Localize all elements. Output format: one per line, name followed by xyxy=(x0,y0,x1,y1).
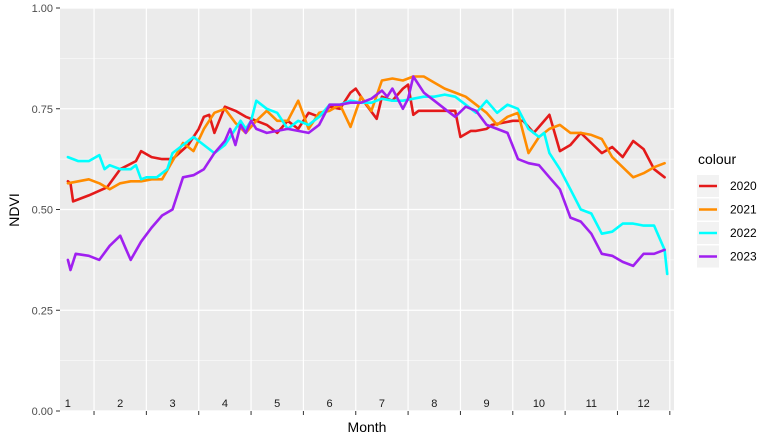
x-axis xyxy=(93,411,671,415)
month-label: 10 xyxy=(533,398,545,410)
y-tick-label: 0.25 xyxy=(32,305,53,317)
y-axis-title: NDVI xyxy=(6,193,22,226)
major-gridlines xyxy=(60,7,674,412)
y-tick-label: 0.00 xyxy=(32,406,53,418)
month-labels: 1 2 3 4 5 6 7 8 9 10 11 12 xyxy=(65,398,650,410)
month-label: 5 xyxy=(274,398,280,410)
month-label: 11 xyxy=(586,398,597,410)
month-label: 4 xyxy=(222,398,228,410)
month-label: 12 xyxy=(638,398,650,410)
series-line-2023 xyxy=(66,75,666,272)
legend-label: 2022 xyxy=(730,226,757,240)
month-label: 9 xyxy=(484,398,490,410)
y-tick-label: 0.75 xyxy=(32,104,53,116)
legend: colour 2020 2021 2022 2023 xyxy=(697,151,757,268)
month-label: 3 xyxy=(169,398,175,410)
month-label: 7 xyxy=(379,398,385,410)
month-label: 6 xyxy=(327,398,333,410)
legend-title: colour xyxy=(698,151,736,167)
legend-label: 2023 xyxy=(730,250,757,264)
y-tick-label: 0.50 xyxy=(32,205,53,217)
series-line-2020 xyxy=(66,83,666,203)
legend-label: 2020 xyxy=(730,179,757,193)
legend-label: 2021 xyxy=(730,203,757,217)
x-axis-title: Month xyxy=(348,419,387,435)
y-tick-label: 1.00 xyxy=(32,3,53,15)
series-lines xyxy=(66,75,669,276)
y-axis: 0.00 0.25 0.50 0.75 1.00 xyxy=(32,3,60,418)
month-label: 1 xyxy=(65,398,71,410)
month-label: 2 xyxy=(117,398,123,410)
month-label: 8 xyxy=(431,398,437,410)
series-line-2022 xyxy=(66,93,669,276)
